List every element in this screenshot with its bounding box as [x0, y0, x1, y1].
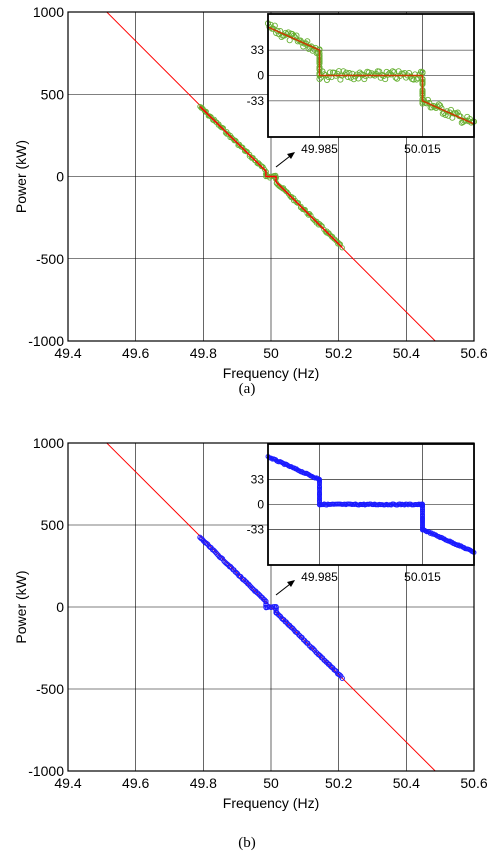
inset-marker: [340, 68, 347, 75]
x-tick-label: 49.6: [122, 345, 149, 361]
inset-a: 33 0 -33 49.985 50.015: [247, 13, 478, 168]
x-tick-label: 50: [263, 345, 279, 361]
inset-x-tick-label: 50.015: [404, 570, 441, 584]
zoom-arrow-head: [287, 152, 295, 159]
series-line: [199, 106, 343, 248]
inset-marker: [316, 75, 323, 82]
x-tick-label: 50.6: [460, 345, 487, 361]
x-tick-label: 49.4: [54, 775, 81, 791]
x-tick-label: 50.2: [325, 345, 352, 361]
inset-marker: [323, 76, 331, 83]
inset-marker: [361, 75, 368, 83]
inset-x-tick-label: 49.985: [301, 570, 338, 584]
y-tick-label: 1000: [33, 435, 64, 451]
inset-marker: [413, 76, 420, 83]
data-marker: [339, 245, 345, 251]
y-tick-label: 500: [41, 86, 65, 102]
data-marker: [273, 607, 279, 614]
data-layer: [106, 443, 436, 771]
y-tick-label: 0: [56, 169, 64, 185]
inset-y-tick-label: 33: [251, 43, 265, 57]
x-tick-label: 50.6: [460, 775, 487, 791]
inset-marker: [385, 71, 392, 78]
x-tick-label: 49.4: [54, 345, 81, 361]
plot-frame: [67, 442, 475, 772]
inset-y-tick-label: -33: [247, 94, 265, 108]
data-marker: [273, 603, 279, 610]
y-tick-label: -1000: [28, 763, 64, 779]
inset-b: 33 0 -33 49.985 50.015: [247, 443, 477, 596]
inset-series-line: [267, 456, 475, 553]
inset-marker: [293, 32, 300, 39]
data-marker: [332, 236, 338, 243]
data-marker: [310, 646, 317, 652]
inset-marker: [335, 68, 342, 75]
data-marker: [339, 675, 345, 681]
inset-y-tick-label: 0: [257, 69, 264, 83]
data-marker: [333, 668, 339, 674]
zoom-arrow-head: [287, 580, 295, 587]
y-axis-label: Power (kW): [13, 570, 29, 643]
chart-panel-b: 49.4 49.6 49.8 50 50.2 50.4 50.6 1000 500 0 -500 -1…: [13, 435, 488, 851]
x-tick-label: 50.4: [393, 345, 420, 361]
inset-marker: [353, 71, 360, 78]
inset-frame: [267, 443, 475, 566]
x-tick-label: 50.4: [393, 775, 420, 791]
inset-x-tick-label: 50.015: [404, 142, 441, 156]
x-axis-label: Frequency (Hz): [223, 795, 319, 811]
inset-x-tick-label: 49.985: [301, 142, 338, 156]
panel-caption: (a): [239, 381, 256, 397]
data-marker: [232, 137, 238, 143]
plot-frame: [67, 11, 475, 342]
y-tick-label: 500: [41, 517, 65, 533]
data-marker: [233, 569, 239, 576]
data-marker: [263, 598, 269, 604]
inset-series-line: [267, 26, 475, 125]
data-marker: [332, 667, 338, 674]
y-tick-label: 1000: [33, 4, 64, 20]
inset-marker: [449, 114, 456, 121]
chart-panel-a: 49.4 49.6 49.8 50 50.2 50.4 50.6 1000 500 0 -500 -1…: [13, 4, 488, 397]
data-marker: [216, 121, 222, 127]
inset-marker: [271, 22, 278, 29]
data-marker: [218, 555, 225, 561]
data-marker: [202, 109, 209, 115]
inset-frame: [267, 13, 475, 138]
inset-marker: [376, 68, 383, 75]
inset-y-tick-label: 0: [257, 498, 264, 512]
x-tick-label: 49.8: [190, 345, 217, 361]
data-marker: [288, 194, 294, 201]
y-tick-label: -500: [36, 251, 64, 267]
x-tick-label: 50.2: [325, 775, 352, 791]
inset-y-tick-label: -33: [247, 522, 265, 536]
y-axis-label: Power (kW): [13, 140, 29, 213]
x-tick-label: 49.6: [122, 775, 149, 791]
x-tick-label: 49.8: [190, 775, 217, 791]
data-marker: [337, 672, 343, 678]
data-marker: [295, 200, 301, 206]
data-marker: [318, 222, 324, 228]
data-marker: [256, 160, 262, 166]
data-layer: [106, 12, 436, 341]
data-marker: [259, 163, 265, 169]
y-tick-label: 0: [56, 599, 64, 615]
y-tick-label: -500: [36, 681, 64, 697]
data-marker: [233, 138, 239, 144]
inset-marker: [382, 76, 389, 83]
inset-marker: [337, 76, 344, 83]
inset-marker: [320, 71, 328, 78]
panel-caption: (b): [238, 835, 256, 851]
x-axis-label: Frequency (Hz): [223, 365, 319, 381]
data-marker: [267, 175, 273, 181]
y-tick-label: -1000: [28, 333, 64, 349]
inset-marker: [370, 71, 377, 78]
inset-y-tick-label: 33: [251, 473, 265, 487]
inset-marker: [344, 73, 351, 80]
x-tick-label: 50: [263, 775, 279, 791]
data-marker: [227, 563, 234, 570]
